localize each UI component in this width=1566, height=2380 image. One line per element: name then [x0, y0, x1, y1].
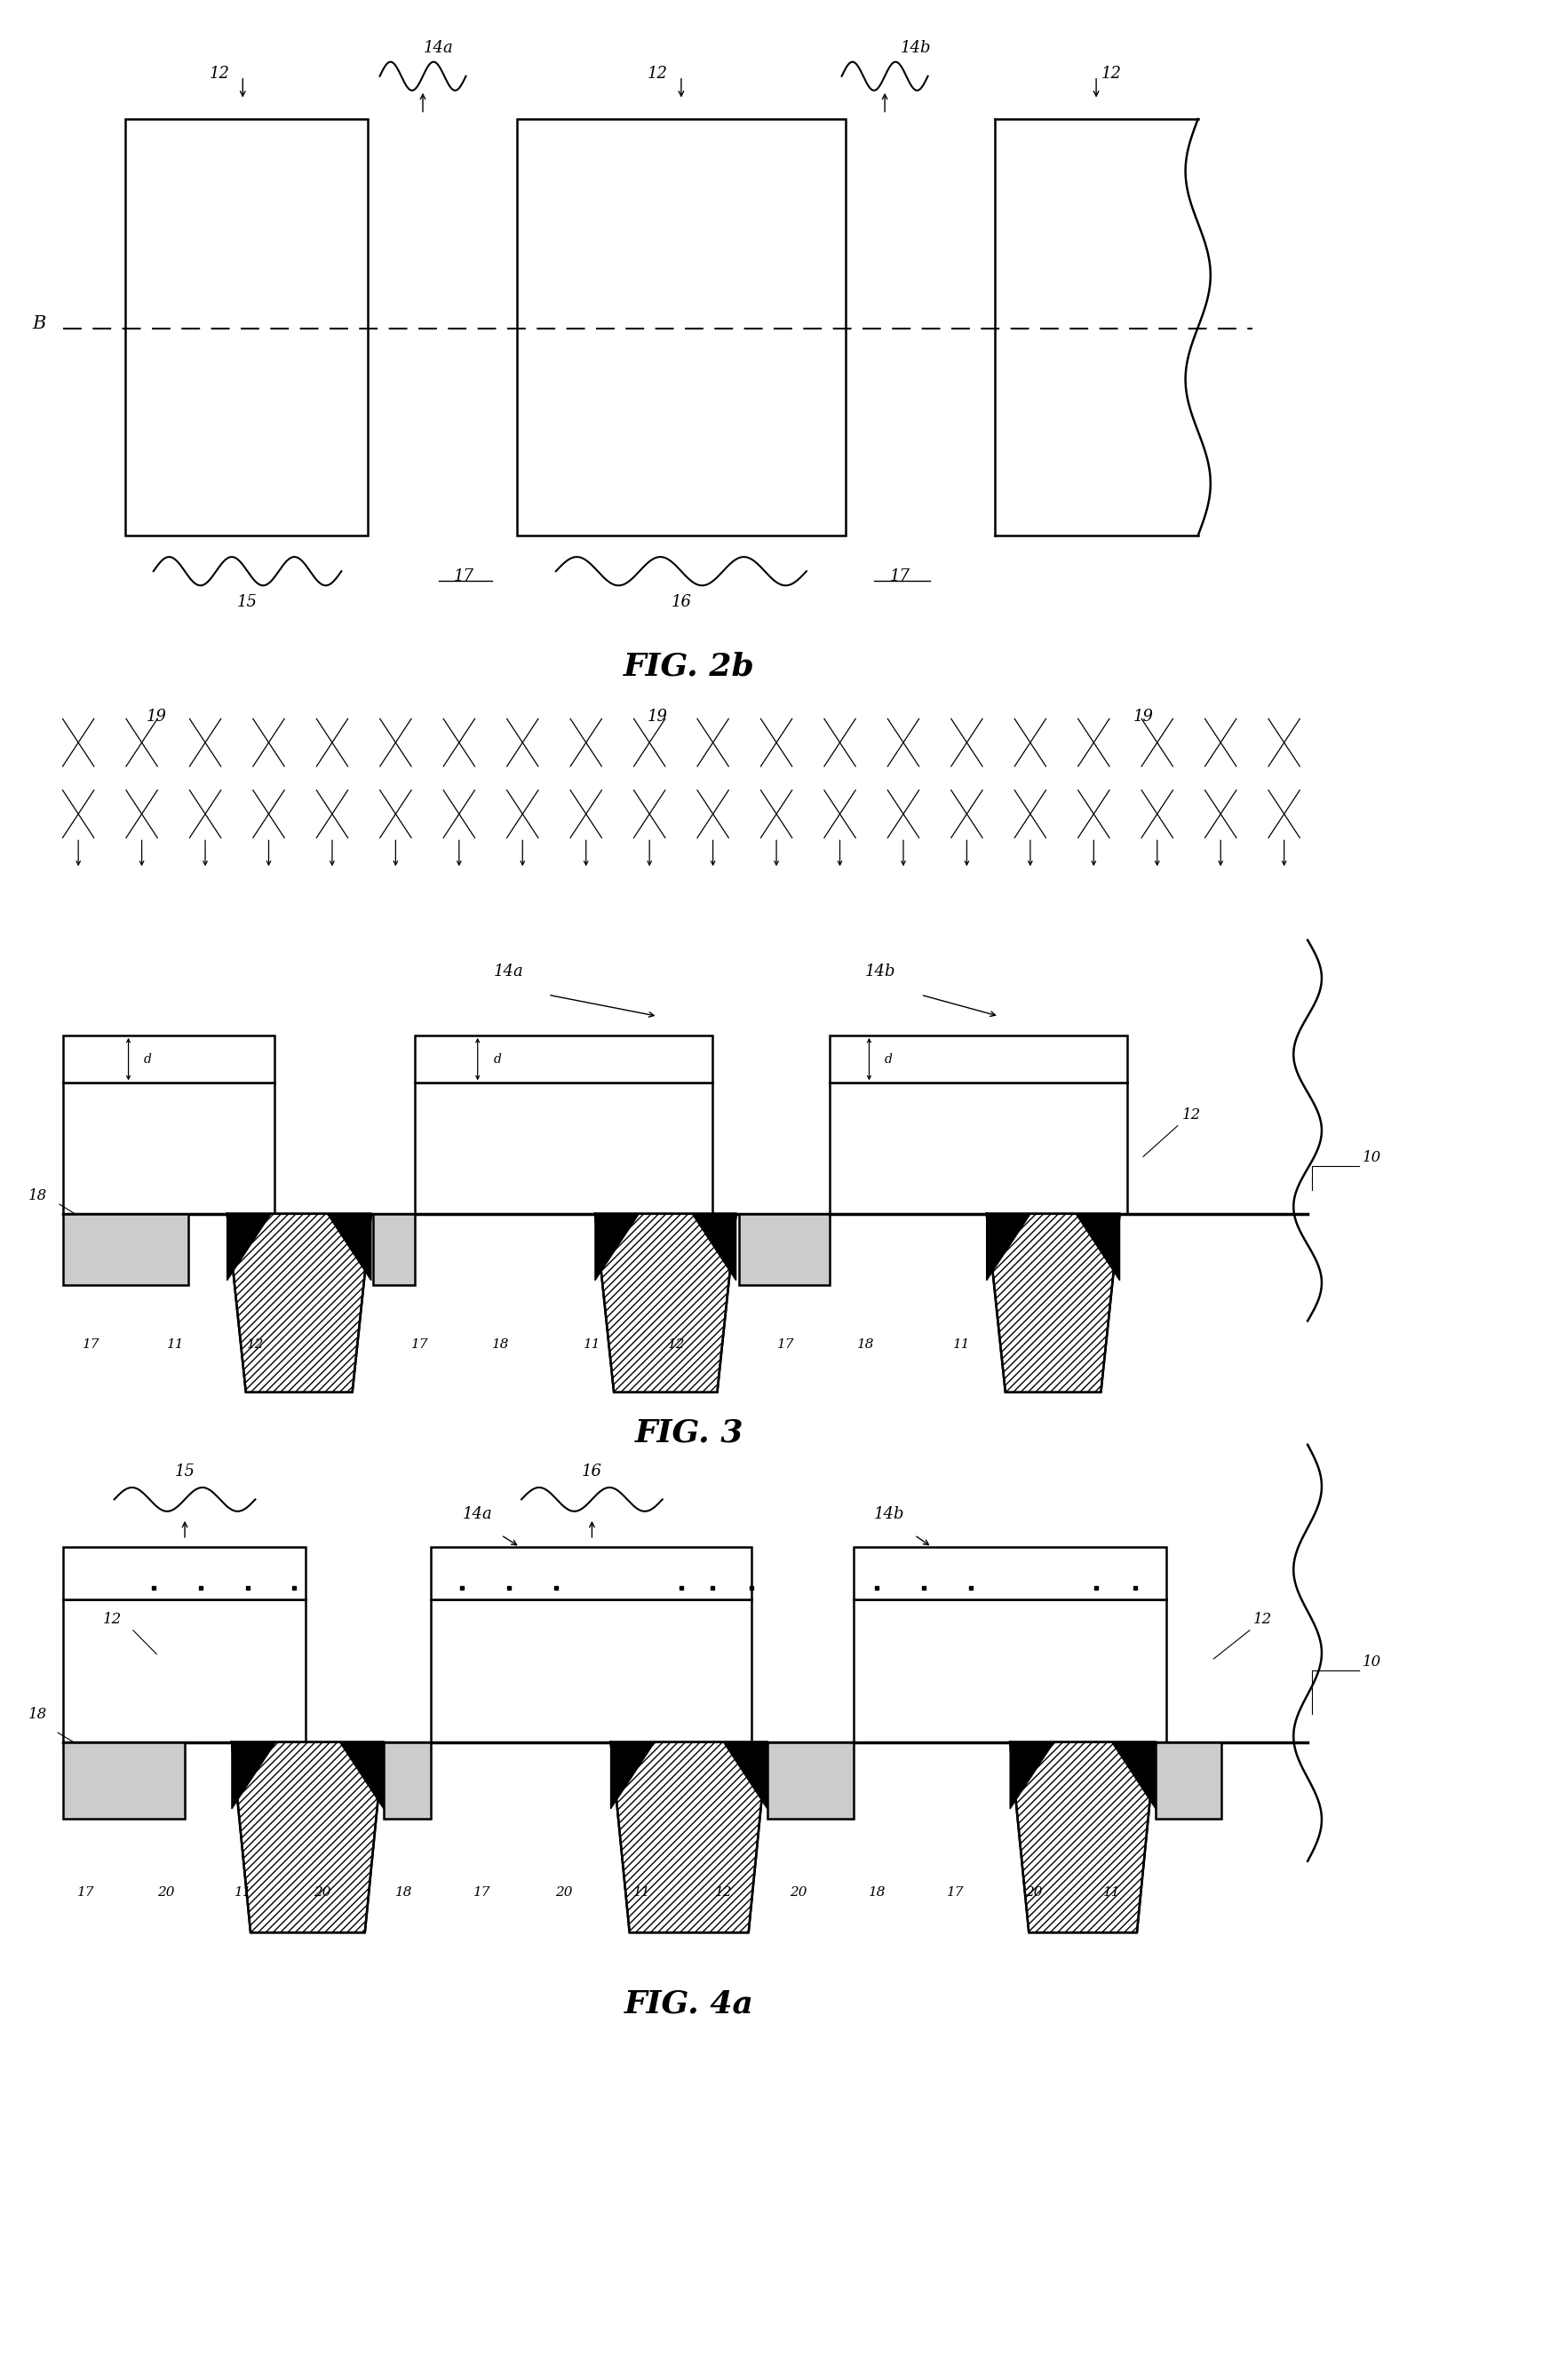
- Text: 10: 10: [1362, 1654, 1381, 1668]
- Text: 17: 17: [889, 569, 911, 583]
- Text: d: d: [493, 1052, 501, 1066]
- Text: 18: 18: [28, 1188, 47, 1202]
- Polygon shape: [611, 1742, 655, 1809]
- Text: 14b: 14b: [874, 1507, 905, 1521]
- Text: 12: 12: [667, 1338, 686, 1352]
- Text: 12: 12: [103, 1611, 122, 1626]
- Polygon shape: [232, 1742, 276, 1809]
- Text: 18: 18: [28, 1706, 47, 1721]
- Bar: [63, 1214, 188, 1285]
- Text: FIG. 3: FIG. 3: [634, 1418, 744, 1447]
- Text: 16: 16: [670, 595, 692, 609]
- Text: 14a: 14a: [493, 964, 525, 978]
- Polygon shape: [1010, 1742, 1156, 1933]
- Polygon shape: [1112, 1742, 1156, 1809]
- Text: 19: 19: [1132, 709, 1154, 724]
- Text: FIG. 4a: FIG. 4a: [625, 1990, 753, 2018]
- Text: 17: 17: [946, 1885, 965, 1899]
- Text: 12: 12: [1253, 1611, 1272, 1626]
- Text: 18: 18: [868, 1885, 886, 1899]
- Text: 20: 20: [313, 1885, 332, 1899]
- Bar: [853, 1547, 1167, 1599]
- Bar: [830, 1035, 1128, 1083]
- Text: 20: 20: [789, 1885, 808, 1899]
- Text: d: d: [144, 1052, 152, 1066]
- Text: 11: 11: [1102, 1885, 1121, 1899]
- Bar: [739, 1214, 830, 1285]
- Text: 11: 11: [166, 1338, 185, 1352]
- Text: 17: 17: [777, 1338, 796, 1352]
- Text: 14b: 14b: [900, 40, 932, 55]
- Text: B: B: [33, 314, 45, 333]
- Text: 11: 11: [583, 1338, 601, 1352]
- Text: 18: 18: [395, 1885, 413, 1899]
- Polygon shape: [340, 1742, 384, 1809]
- Polygon shape: [723, 1742, 767, 1809]
- Bar: [1156, 1742, 1221, 1818]
- Text: 19: 19: [146, 709, 168, 724]
- Bar: [767, 1742, 853, 1818]
- Text: 12: 12: [714, 1885, 733, 1899]
- Polygon shape: [692, 1214, 736, 1280]
- Text: 11: 11: [233, 1885, 252, 1899]
- Text: 17: 17: [410, 1338, 429, 1352]
- Text: 11: 11: [633, 1885, 651, 1899]
- Bar: [373, 1214, 415, 1285]
- Bar: [517, 119, 846, 536]
- Text: 15: 15: [174, 1464, 196, 1478]
- Text: 12: 12: [208, 67, 230, 81]
- Polygon shape: [227, 1214, 271, 1280]
- Bar: [63, 1547, 305, 1599]
- Text: 12: 12: [1101, 67, 1123, 81]
- Polygon shape: [595, 1214, 639, 1280]
- Text: 14a: 14a: [462, 1507, 493, 1521]
- Polygon shape: [987, 1214, 1030, 1280]
- Polygon shape: [611, 1742, 767, 1933]
- Polygon shape: [987, 1214, 1120, 1392]
- Polygon shape: [232, 1742, 384, 1933]
- Text: 16: 16: [581, 1464, 603, 1478]
- Bar: [384, 1742, 431, 1818]
- Polygon shape: [1010, 1742, 1054, 1809]
- Text: 12: 12: [647, 67, 669, 81]
- Text: 17: 17: [81, 1338, 100, 1352]
- Text: 20: 20: [157, 1885, 175, 1899]
- Text: 17: 17: [473, 1885, 492, 1899]
- Polygon shape: [595, 1214, 736, 1392]
- Text: 10: 10: [1362, 1150, 1381, 1164]
- Bar: [63, 1742, 185, 1818]
- Text: 15: 15: [236, 595, 258, 609]
- Bar: [431, 1547, 752, 1599]
- Bar: [63, 1035, 274, 1083]
- Text: 14b: 14b: [864, 964, 896, 978]
- Text: FIG. 2b: FIG. 2b: [623, 652, 755, 681]
- Text: 18: 18: [492, 1338, 511, 1352]
- Text: 14a: 14a: [423, 40, 454, 55]
- Polygon shape: [227, 1214, 371, 1392]
- Text: 17: 17: [453, 569, 474, 583]
- Polygon shape: [1076, 1214, 1120, 1280]
- Text: 12: 12: [1182, 1107, 1201, 1121]
- Text: 17: 17: [77, 1885, 96, 1899]
- Text: d: d: [885, 1052, 893, 1066]
- Text: 19: 19: [647, 709, 669, 724]
- Polygon shape: [327, 1214, 371, 1280]
- Text: 20: 20: [1024, 1885, 1043, 1899]
- Bar: [415, 1035, 713, 1083]
- Text: 11: 11: [952, 1338, 971, 1352]
- Text: 20: 20: [554, 1885, 573, 1899]
- Text: 12: 12: [246, 1338, 265, 1352]
- Text: 18: 18: [857, 1338, 875, 1352]
- Bar: [125, 119, 368, 536]
